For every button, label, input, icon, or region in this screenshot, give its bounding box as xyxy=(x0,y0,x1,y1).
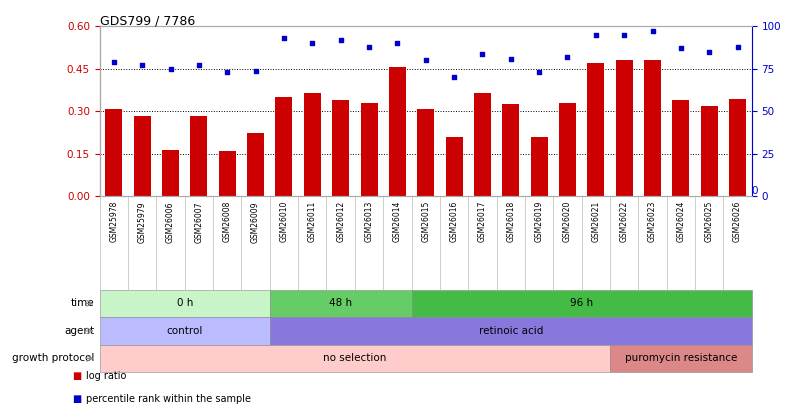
Point xyxy=(249,67,262,74)
Text: GSM26016: GSM26016 xyxy=(449,201,458,243)
Bar xyxy=(190,116,207,196)
Text: GSM25979: GSM25979 xyxy=(137,201,146,243)
Bar xyxy=(275,97,292,196)
Text: GSM26021: GSM26021 xyxy=(590,201,600,242)
Point xyxy=(192,62,205,69)
Text: GSM26022: GSM26022 xyxy=(619,201,628,242)
Point xyxy=(503,55,516,62)
Point xyxy=(730,43,743,50)
Bar xyxy=(332,100,349,196)
Bar xyxy=(218,151,235,196)
Text: ■: ■ xyxy=(72,394,82,403)
Point xyxy=(447,74,460,81)
Text: GSM26008: GSM26008 xyxy=(222,201,231,243)
Text: 96 h: 96 h xyxy=(569,298,593,308)
Text: GSM26019: GSM26019 xyxy=(534,201,543,243)
Text: retinoic acid: retinoic acid xyxy=(478,326,542,336)
Point xyxy=(305,40,318,47)
Text: percentile rank within the sample: percentile rank within the sample xyxy=(86,394,251,403)
Bar xyxy=(473,93,491,196)
Text: GSM26023: GSM26023 xyxy=(647,201,656,243)
Point xyxy=(334,37,347,43)
Text: GSM26014: GSM26014 xyxy=(393,201,402,243)
Text: GSM26020: GSM26020 xyxy=(562,201,571,243)
Text: 48 h: 48 h xyxy=(328,298,352,308)
Bar xyxy=(502,104,519,196)
Bar xyxy=(360,103,377,196)
Text: GSM25978: GSM25978 xyxy=(109,201,118,243)
Text: GSM26009: GSM26009 xyxy=(251,201,260,243)
Text: GSM26010: GSM26010 xyxy=(279,201,288,243)
Point xyxy=(617,32,630,38)
Point xyxy=(390,40,403,47)
Point xyxy=(221,69,234,75)
Bar xyxy=(247,133,264,196)
Bar xyxy=(105,109,122,196)
Point xyxy=(475,50,488,57)
Bar xyxy=(530,137,547,196)
Bar xyxy=(586,63,604,196)
Point xyxy=(532,69,545,75)
Bar xyxy=(445,137,462,196)
Text: GSM26017: GSM26017 xyxy=(477,201,487,243)
Text: GSM26025: GSM26025 xyxy=(704,201,713,243)
Point xyxy=(589,32,601,38)
Text: GSM26012: GSM26012 xyxy=(336,201,344,242)
Text: agent: agent xyxy=(64,326,94,336)
Point xyxy=(419,57,432,64)
Bar xyxy=(643,60,660,196)
Text: GSM26006: GSM26006 xyxy=(166,201,175,243)
Point xyxy=(362,43,375,50)
Text: GSM26011: GSM26011 xyxy=(308,201,316,242)
Bar xyxy=(671,100,688,196)
Point xyxy=(277,35,290,41)
Text: GSM26015: GSM26015 xyxy=(421,201,430,243)
Point xyxy=(560,54,573,60)
Text: ■: ■ xyxy=(72,371,82,381)
Bar xyxy=(389,67,406,196)
Bar xyxy=(162,149,179,196)
Text: puromycin resistance: puromycin resistance xyxy=(624,354,736,363)
Point xyxy=(674,45,687,52)
Text: growth protocol: growth protocol xyxy=(12,354,94,363)
Bar xyxy=(558,103,575,196)
Point xyxy=(702,49,715,55)
Bar xyxy=(700,106,717,196)
Text: time: time xyxy=(71,298,94,308)
Bar xyxy=(615,60,632,196)
Bar xyxy=(304,93,320,196)
Text: GSM26018: GSM26018 xyxy=(506,201,515,242)
Text: GSM26007: GSM26007 xyxy=(194,201,203,243)
Point xyxy=(164,66,177,72)
Text: GSM26024: GSM26024 xyxy=(675,201,684,243)
Point xyxy=(108,59,120,65)
Bar xyxy=(417,109,434,196)
Point xyxy=(646,28,658,35)
Point xyxy=(136,62,149,69)
Text: log ratio: log ratio xyxy=(86,371,126,381)
Text: GDS799 / 7786: GDS799 / 7786 xyxy=(100,14,194,27)
Text: GSM26026: GSM26026 xyxy=(732,201,741,243)
Text: no selection: no selection xyxy=(323,354,386,363)
Bar xyxy=(133,116,150,196)
Text: GSM26013: GSM26013 xyxy=(364,201,373,243)
Text: 0 h: 0 h xyxy=(177,298,193,308)
Text: control: control xyxy=(166,326,202,336)
Text: 0: 0 xyxy=(751,186,757,196)
Bar xyxy=(728,99,745,196)
